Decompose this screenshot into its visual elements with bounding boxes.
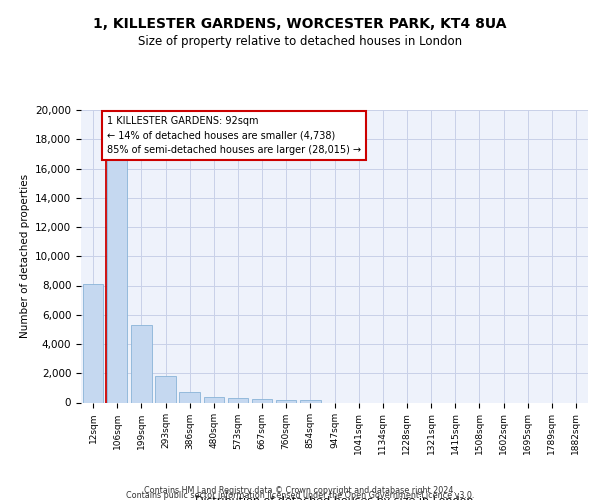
Text: Contains HM Land Registry data © Crown copyright and database right 2024.: Contains HM Land Registry data © Crown c… bbox=[144, 486, 456, 495]
Bar bbox=[83, 284, 103, 403]
Bar bbox=[131, 325, 152, 402]
Bar bbox=[227, 398, 248, 402]
Bar bbox=[300, 400, 320, 402]
Bar bbox=[179, 392, 200, 402]
Text: 1, KILLESTER GARDENS, WORCESTER PARK, KT4 8UA: 1, KILLESTER GARDENS, WORCESTER PARK, KT… bbox=[93, 18, 507, 32]
X-axis label: Distribution of detached houses by size in London: Distribution of detached houses by size … bbox=[195, 496, 474, 500]
Text: Contains public sector information licensed under the Open Government Licence v3: Contains public sector information licen… bbox=[126, 491, 474, 500]
Bar bbox=[155, 376, 176, 402]
Text: Size of property relative to detached houses in London: Size of property relative to detached ho… bbox=[138, 35, 462, 48]
Bar bbox=[276, 400, 296, 402]
Y-axis label: Number of detached properties: Number of detached properties bbox=[20, 174, 29, 338]
Text: 1 KILLESTER GARDENS: 92sqm
← 14% of detached houses are smaller (4,738)
85% of s: 1 KILLESTER GARDENS: 92sqm ← 14% of deta… bbox=[107, 116, 361, 156]
Bar bbox=[252, 400, 272, 402]
Bar bbox=[203, 398, 224, 402]
Bar bbox=[107, 160, 127, 402]
